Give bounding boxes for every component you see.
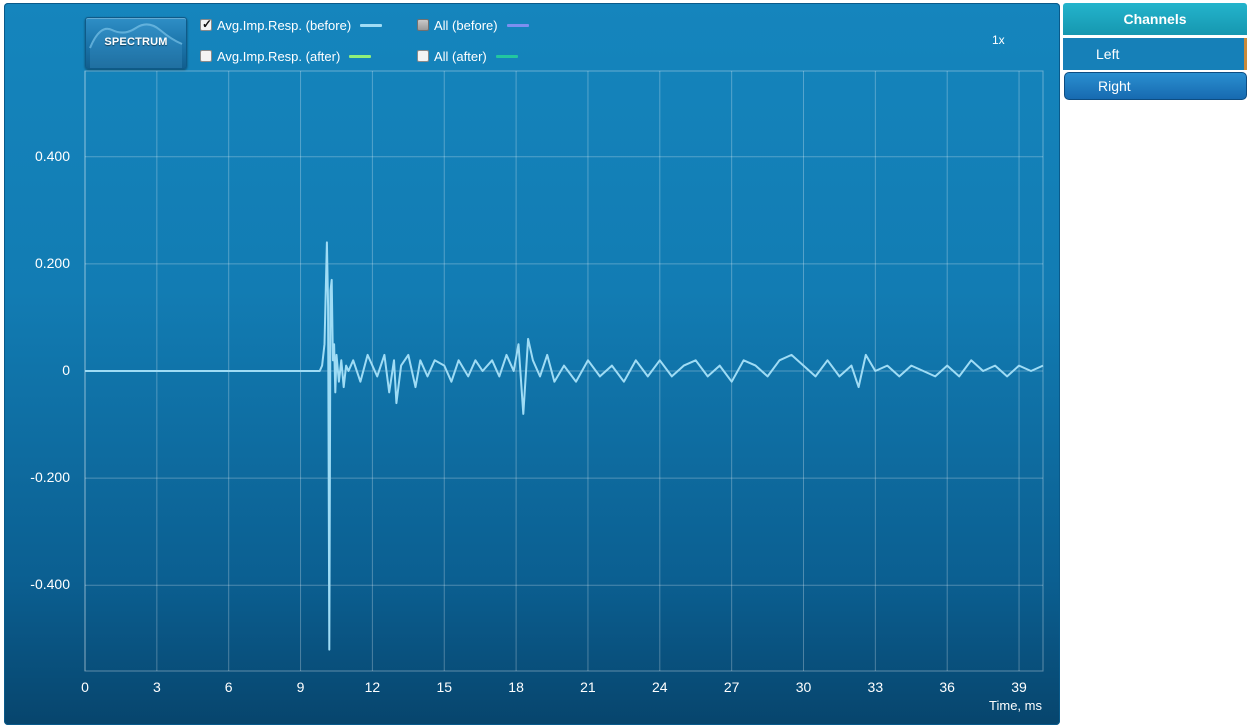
x-tick-label: 39 bbox=[1011, 679, 1027, 695]
checkbox-all-before[interactable] bbox=[417, 19, 429, 31]
impulse-response-panel: SPECTRUM ✓ Avg.Imp.Resp. (before) All (b… bbox=[4, 3, 1060, 725]
legend-label: All (before) bbox=[434, 17, 498, 33]
x-tick-label: 15 bbox=[436, 679, 453, 695]
x-tick-label: 3 bbox=[152, 679, 161, 695]
y-tick-label: 0.200 bbox=[34, 254, 70, 271]
x-tick-label: 24 bbox=[652, 679, 668, 695]
legend-swatch bbox=[506, 23, 529, 27]
x-tick-label: 0 bbox=[81, 679, 89, 695]
legend-swatch bbox=[360, 23, 383, 27]
spectrum-thumbnail-icon bbox=[89, 23, 183, 68]
spectrum-button-label: SPECTRUM bbox=[104, 36, 168, 48]
channel-item-left[interactable]: Left bbox=[1063, 38, 1247, 70]
zoom-level[interactable]: 1x bbox=[992, 33, 1005, 47]
x-tick-label: 9 bbox=[296, 679, 305, 695]
y-tick-label: 0 bbox=[62, 362, 70, 378]
legend-swatch bbox=[349, 54, 372, 58]
channels-header: Channels bbox=[1063, 3, 1247, 35]
checkbox-avg-after[interactable] bbox=[200, 50, 212, 62]
checkbox-all-after[interactable] bbox=[417, 50, 429, 62]
legend-all-before[interactable]: All (before) bbox=[417, 17, 529, 33]
y-tick-label: 0.400 bbox=[34, 147, 70, 164]
x-tick-label: 30 bbox=[795, 679, 812, 695]
spectrum-button[interactable]: SPECTRUM bbox=[85, 17, 187, 69]
x-tick-label: 33 bbox=[867, 679, 884, 695]
x-tick-label: 36 bbox=[939, 679, 955, 695]
legend-label: All (after) bbox=[434, 48, 487, 64]
channel-item-right[interactable]: Right bbox=[1064, 72, 1247, 100]
x-tick-label: 18 bbox=[508, 679, 524, 695]
x-tick-label: 21 bbox=[580, 679, 596, 695]
legend-avg-before[interactable]: ✓ Avg.Imp.Resp. (before) bbox=[200, 17, 383, 33]
legend-avg-after[interactable]: Avg.Imp.Resp. (after) bbox=[200, 48, 372, 64]
y-tick-label: -0.400 bbox=[30, 576, 70, 593]
x-axis-label: Time, ms bbox=[989, 698, 1042, 713]
legend-swatch bbox=[495, 54, 518, 58]
x-tick-label: 27 bbox=[723, 679, 740, 695]
legend-label: Avg.Imp.Resp. (after) bbox=[217, 48, 341, 64]
x-tick-label: 12 bbox=[364, 679, 381, 695]
x-tick-label: 6 bbox=[224, 679, 233, 695]
impulse-response-chart[interactable] bbox=[4, 3, 1060, 725]
y-tick-label: -0.200 bbox=[30, 469, 70, 486]
checkbox-avg-before[interactable]: ✓ bbox=[200, 17, 213, 31]
legend-label: Avg.Imp.Resp. (before) bbox=[217, 17, 352, 33]
impulse-response-line bbox=[85, 241, 1044, 651]
checkmark-icon: ✓ bbox=[202, 17, 213, 31]
legend-all-after[interactable]: All (after) bbox=[417, 48, 518, 64]
